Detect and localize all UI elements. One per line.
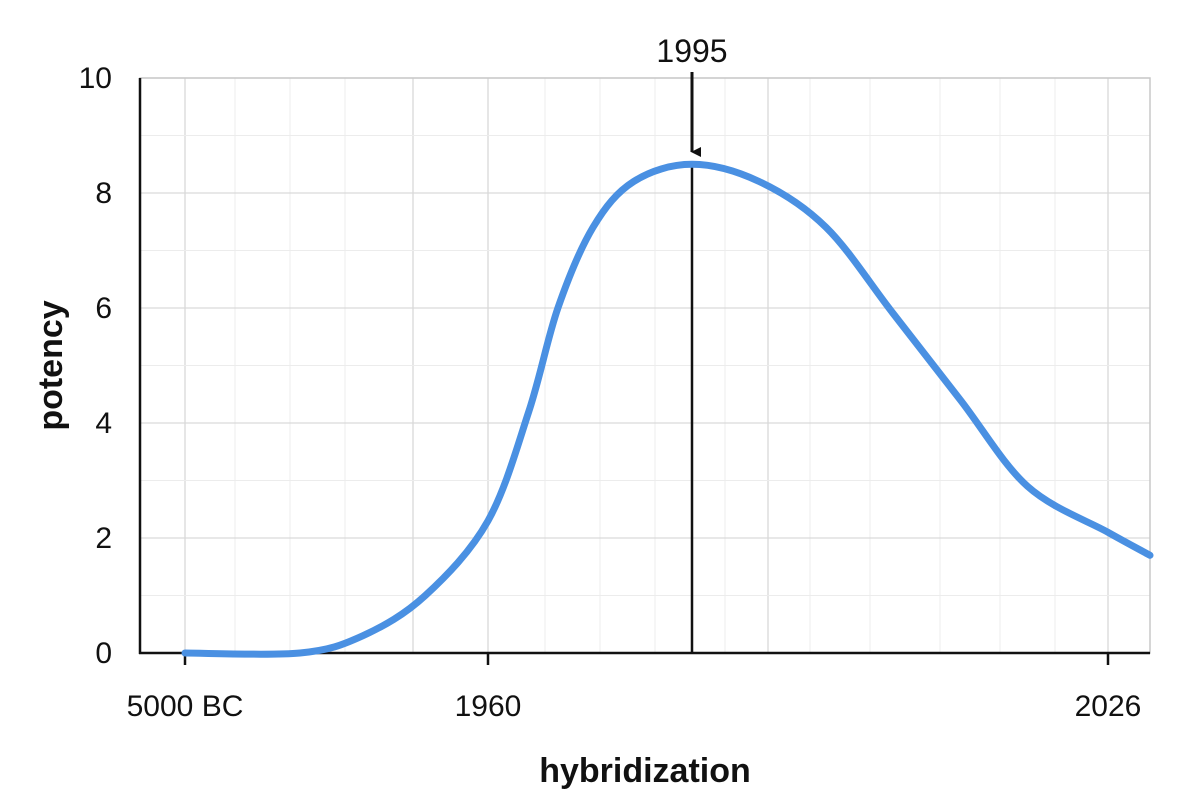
y-tick-label: 0	[95, 637, 112, 670]
annotation: 1995	[656, 33, 728, 653]
x-tick-label: 5000 BC	[127, 690, 244, 723]
y-axis-title: potency	[32, 300, 70, 430]
y-tick-label: 2	[95, 522, 112, 555]
y-tick-label: 8	[95, 177, 112, 210]
annotation-label: 1995	[656, 33, 727, 69]
y-tick-label: 6	[95, 292, 112, 325]
grid	[140, 77, 1150, 653]
axes	[138, 78, 1150, 665]
x-tick-label: 1960	[455, 690, 522, 723]
y-tick-label: 10	[79, 62, 112, 95]
y-tick-label: 4	[95, 407, 112, 440]
x-tick-label: 2026	[1075, 690, 1142, 723]
tick-labels: 0 2 4 6 8 10 5000 BC 1960 2026	[79, 62, 1142, 723]
series-line	[181, 160, 1154, 658]
x-axis-title: hybridization	[539, 752, 751, 790]
